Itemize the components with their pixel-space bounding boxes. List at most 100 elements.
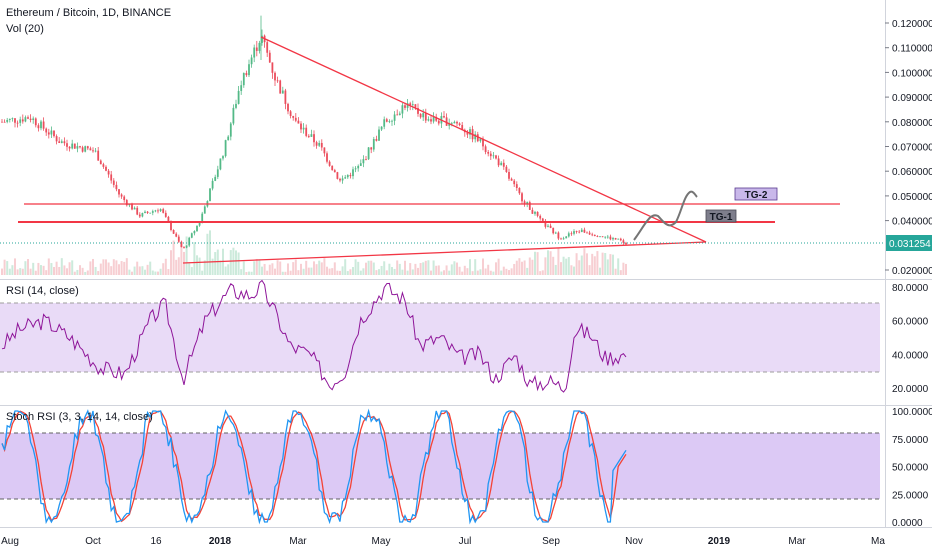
candle-body [375,139,378,141]
candle-body [536,211,539,216]
candle-body [281,90,284,94]
time-tick-label: 2018 [209,536,232,547]
volume-bar [336,270,339,275]
tg1-box[interactable] [705,209,737,223]
volume-bar [396,260,399,275]
candle-body [21,119,24,122]
volume-bar [385,270,388,275]
candle-body [99,160,102,165]
volume-bar [136,261,139,275]
volume-bar [570,265,573,275]
candle-body [502,162,505,167]
volume-bar [513,263,516,275]
candle-body [385,119,388,122]
candle-body [396,114,399,116]
volume-bar [427,260,430,275]
candle-body [580,229,583,232]
volume-bar [131,271,133,275]
volume-bar [619,270,622,275]
candle-body [287,103,289,112]
candle-body [443,116,445,118]
ascending-trendline[interactable] [182,241,707,264]
volume-bar [68,262,71,275]
candle-body [193,231,196,234]
candle-body [544,220,547,227]
volume-bar [536,252,539,275]
candle-body [495,155,497,159]
candle-body [266,42,269,53]
volume-bar [349,269,352,275]
time-tick-label: May [372,536,391,547]
stoch-d-line [1,410,627,523]
candle-body [430,119,432,122]
candle-body [523,201,526,205]
candle-body [118,189,120,195]
volume-bar [476,270,479,275]
candle-body [154,210,157,212]
candle-body [84,146,87,152]
volume-bar [118,264,120,275]
volume-bar [245,271,248,275]
volume-bar [253,261,256,275]
volume-bar [255,258,258,275]
volume-bar [370,260,373,275]
volume-bar [37,262,40,275]
volume-bar [190,267,193,275]
candle-body [328,161,331,166]
volume-bar [404,260,406,275]
candle-body [513,180,516,185]
volume-bar [463,265,466,275]
candle-body [222,156,224,159]
volume-bar [188,263,191,275]
candle-body [307,135,310,137]
candle-body [216,169,219,177]
symbol-title: Ethereum / Bitcoin, 1D, BINANCE [6,7,171,19]
candle-body [271,62,274,73]
stoch-tick-label: 25.0000 [892,490,929,501]
tg2-box[interactable] [734,187,778,201]
volume-bar [487,264,490,275]
candle-body [157,210,159,212]
price-tick-label: 0.050000 [892,192,932,203]
volume-bar [300,263,302,275]
volume-bar [284,271,287,275]
volume-bar [445,265,448,275]
candle-body [606,236,609,238]
descending-trendline[interactable] [260,36,707,243]
candle-body [71,143,74,149]
volume-bar [365,262,367,275]
candle-body [128,204,131,206]
main-price-axis: 0.120000 0.110000 0.100000 0.090000 0.080000… [885,19,932,277]
candle-body [372,139,375,150]
volume-bar [227,264,230,275]
candle-body [552,227,555,234]
volume-bar [203,260,206,275]
candle-body [125,200,128,206]
volume-bar [302,268,305,275]
volume-bar [552,256,555,275]
projection-path [633,190,698,241]
volume-bar [274,268,276,275]
candle-body [614,238,617,240]
volume-bar [578,260,581,275]
volume-bar [469,259,471,275]
volume-bar [391,267,393,275]
volume-bar [492,271,495,275]
candle-body [115,184,118,190]
volume-bar [531,259,534,275]
stoch-tick-label: 0.0000 [892,518,923,529]
volume-bar [287,263,289,275]
candle-body [196,225,198,232]
candle-body [3,121,6,123]
candle-body [344,177,347,179]
volume-bar [120,261,123,275]
candle-body [528,202,531,210]
candle-body [339,178,341,181]
time-tick-label: Aug [1,536,19,547]
volume-bar [471,271,474,275]
volume-bar [333,262,336,275]
candle-body [297,120,300,124]
volume-bar [289,270,292,275]
volume-bar [216,249,219,275]
candle-body [526,202,529,205]
